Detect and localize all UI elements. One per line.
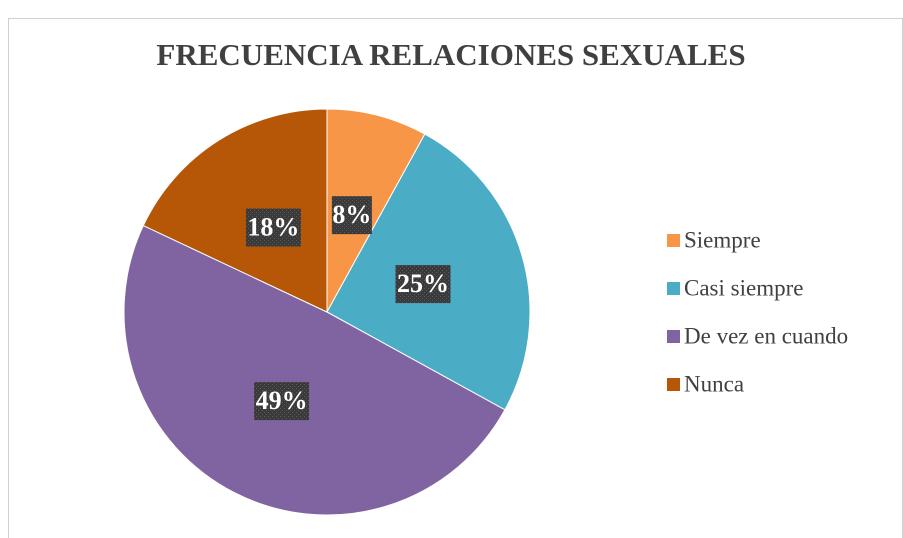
legend-label: Siempre (684, 227, 761, 252)
data-label-box (245, 208, 301, 247)
legend-label: De vez en cuando (684, 323, 848, 348)
data-label: 25% (397, 269, 449, 298)
legend-label: Casi siempre (684, 275, 803, 300)
data-label-box (395, 265, 451, 304)
chart-title: FRECUENCIA RELACIONES SEXUALES (156, 37, 745, 72)
legend-swatch (667, 378, 680, 391)
data-label: 18% (247, 213, 299, 242)
legend-swatch (667, 234, 680, 247)
pie-slice (326, 108, 426, 313)
data-label-box (331, 196, 372, 235)
pie-slice (142, 108, 328, 313)
legend-swatch (667, 330, 680, 343)
legend-swatch (667, 282, 680, 295)
pie-slice (123, 224, 506, 516)
data-label: 8% (332, 200, 371, 229)
legend-label: Nunca (684, 371, 744, 396)
data-label: 49% (256, 386, 308, 415)
data-label-box (254, 382, 310, 421)
